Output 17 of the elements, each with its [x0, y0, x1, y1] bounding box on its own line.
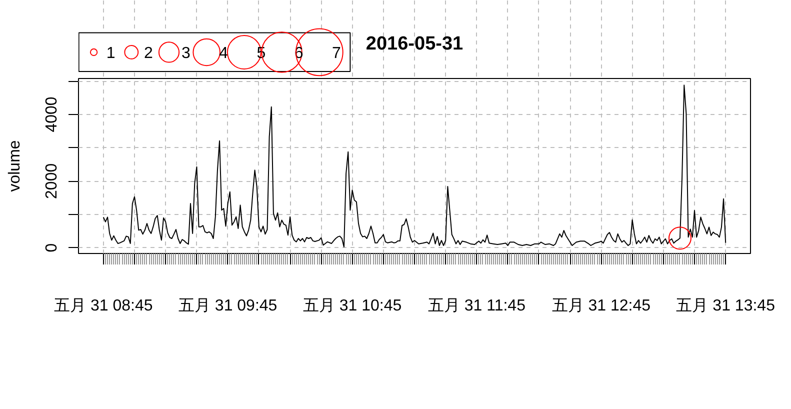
y-axis-title: volume [6, 140, 24, 192]
chart-title: 2016-05-31 [366, 34, 464, 54]
y-tick-label: 4000 [44, 96, 60, 132]
x-tick-label: 五月 31 13:45 [676, 298, 776, 314]
x-tick-label: 五月 31 11:45 [428, 298, 526, 314]
legend-label: 7 [332, 45, 341, 62]
y-tick-label: 2000 [44, 163, 60, 199]
x-tick-label: 五月 31 10:45 [302, 298, 402, 314]
x-tick-label: 五月 31 12:45 [552, 298, 651, 314]
legend-label: 2 [144, 45, 153, 62]
x-tick-label: 五月 31 09:45 [178, 298, 278, 314]
line-series [102, 84, 726, 248]
legend-label: 3 [182, 45, 191, 62]
legend-label: 1 [106, 45, 116, 62]
x-tick-label: 五月 31 08:45 [54, 298, 153, 314]
legend-label: 4 [219, 45, 228, 62]
y-tick-label: 0 [44, 243, 60, 252]
